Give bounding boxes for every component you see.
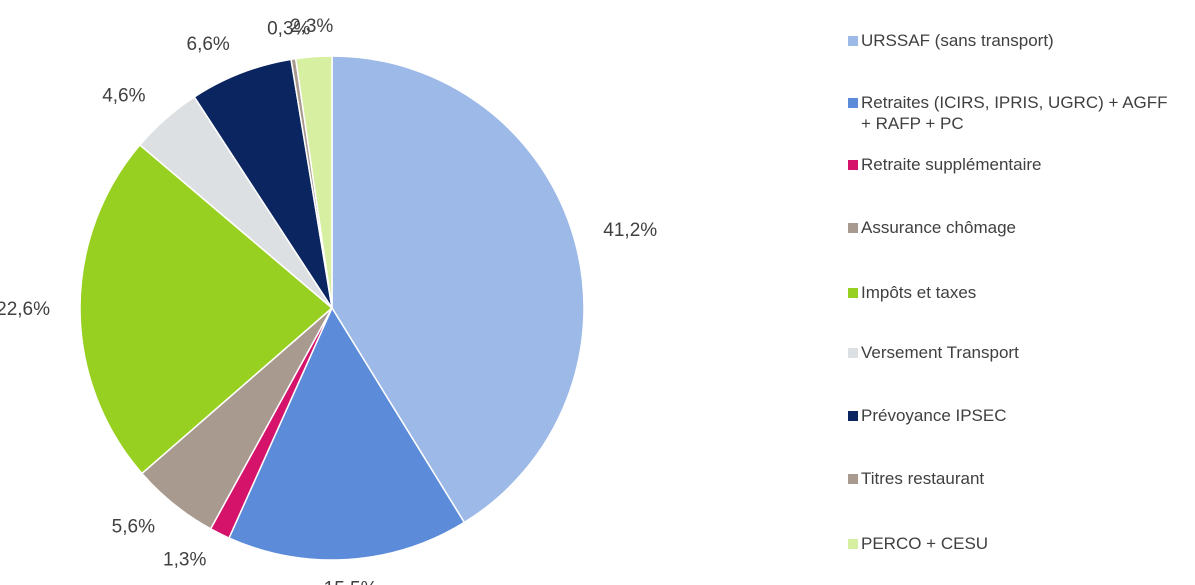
pie-slice [228,306,466,561]
legend-item: URSSAF (sans transport) [848,30,1178,51]
data-label: 41,2% [603,220,657,241]
legend-swatch [848,160,858,170]
legend-label: Impôts et taxes [861,283,977,302]
legend-label: Prévoyance IPSEC [861,406,1007,425]
data-label: 2,3% [290,16,333,37]
legend-item: Versement Transport [848,342,1178,363]
legend-swatch [848,36,858,46]
legend-label: Versement Transport [861,343,1019,362]
pie-slice [79,143,334,475]
data-label: 0,3% [267,18,310,39]
data-label: 4,6% [102,85,145,106]
legend-label: Assurance chômage [861,218,1016,237]
legend-item: PERCO + CESU [848,533,1178,554]
legend-label: PERCO + CESU [861,534,989,553]
data-label: 5,6% [112,517,155,538]
pie-slice [331,55,585,524]
legend-item: Assurance chômage [848,217,1178,238]
pie-slice [294,55,333,309]
legend-item: Prévoyance IPSEC [848,405,1178,426]
pie-area: 41,2% 15,5% 1,3% 5,6% 22,6% 4,6% 6,6% 0,3%2,3% [0,16,657,585]
data-label: 1,3% [163,549,206,570]
legend-label: URSSAF (sans transport) [861,31,1054,50]
legend-swatch [848,288,858,298]
legend-swatch [848,411,858,421]
legend-item: Retraites (ICIRS, IPRIS, UGRC) + AGFF + … [848,92,1178,134]
legend-item: Impôts et taxes [848,282,1178,303]
data-label: 15,5% [324,578,378,585]
legend-item: Titres restaurant [848,468,1178,489]
legend-swatch [848,539,858,549]
legend-swatch [848,98,858,108]
legend-swatch [848,223,858,233]
legend-label: Retraites (ICIRS, IPRIS, UGRC) + AGFF + … [861,93,1168,133]
legend-label: Retraite supplémentaire [861,155,1042,174]
data-label: 22,6% [0,299,50,320]
data-label: 6,6% [187,34,230,55]
legend-swatch [848,474,858,484]
legend-item: Retraite supplémentaire [848,154,1178,175]
legend-label: Titres restaurant [861,469,985,488]
legend-swatch [848,348,858,358]
